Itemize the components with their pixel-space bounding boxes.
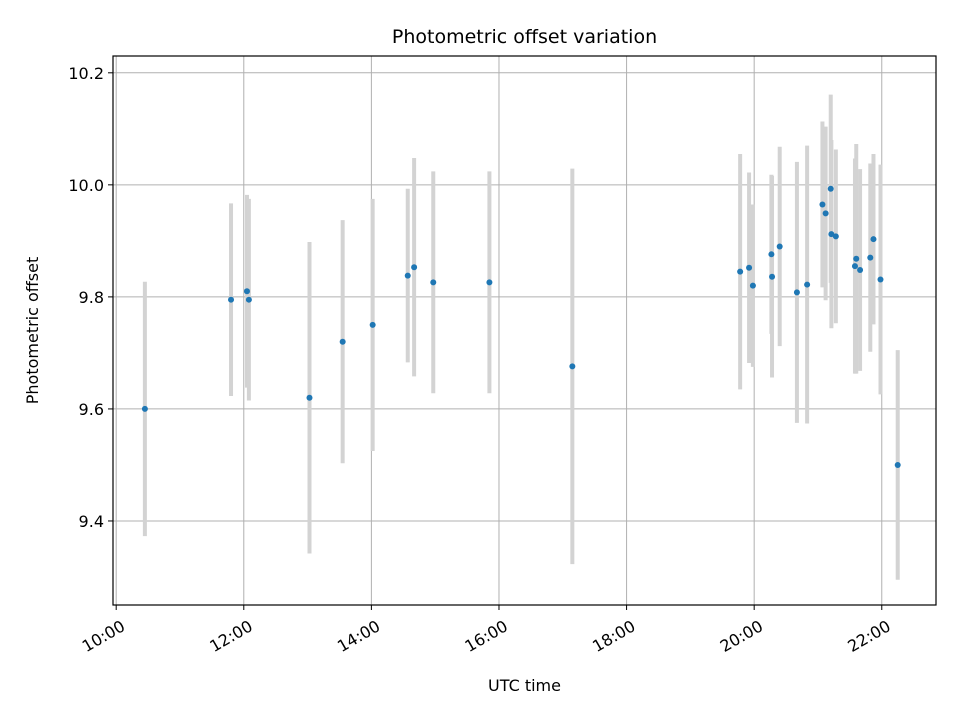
data-point: [243, 288, 250, 295]
data-point: [822, 210, 829, 217]
data-point: [430, 279, 437, 286]
y-tick-label: 9.4: [79, 512, 104, 531]
data-point: [306, 394, 313, 401]
y-tick-label: 10.2: [68, 64, 104, 83]
data-point: [141, 405, 148, 412]
data-point: [867, 254, 874, 261]
y-axis-label: Photometric offset: [23, 257, 42, 405]
data-point: [769, 273, 776, 280]
data-point: [339, 338, 346, 345]
data-point: [894, 461, 901, 468]
y-axis: 9.4 9.6 9.8 10.0 10.2: [68, 64, 113, 531]
data-point: [828, 231, 835, 238]
data-point: [404, 272, 411, 279]
data-point: [827, 185, 834, 192]
chart-title: Photometric offset variation: [392, 26, 657, 48]
data-point: [776, 243, 783, 250]
x-axis-label: UTC time: [488, 676, 561, 695]
data-point: [768, 251, 775, 258]
data-point: [369, 321, 376, 328]
data-point: [749, 282, 756, 289]
data-point: [804, 281, 811, 288]
y-tick-label: 10.0: [68, 176, 104, 195]
data-point: [737, 268, 744, 275]
data-point: [569, 363, 576, 370]
data-point: [870, 236, 877, 243]
data-point: [746, 264, 753, 271]
data-point: [793, 289, 800, 296]
data-points: [141, 185, 901, 468]
data-point: [857, 266, 864, 273]
data-point: [851, 263, 858, 270]
data-point: [411, 264, 418, 271]
plot-frame: [112, 55, 937, 606]
data-point: [853, 255, 860, 262]
data-point: [877, 276, 884, 283]
y-tick-label: 9.8: [79, 288, 104, 307]
y-tick-label: 9.6: [79, 400, 104, 419]
data-point: [228, 296, 235, 303]
data-point: [486, 279, 493, 286]
data-point: [245, 296, 252, 303]
data-point: [832, 233, 839, 240]
data-point: [819, 201, 826, 208]
